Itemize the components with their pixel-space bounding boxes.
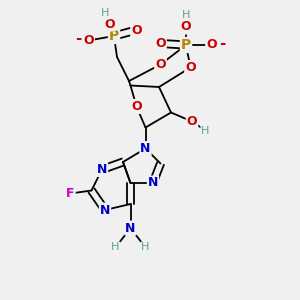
- Text: F: F: [66, 187, 75, 200]
- Text: H: H: [182, 10, 190, 20]
- Text: O: O: [185, 61, 196, 74]
- Text: O: O: [83, 34, 94, 47]
- Text: -: -: [75, 32, 81, 46]
- Text: H: H: [141, 242, 150, 253]
- Text: O: O: [155, 37, 166, 50]
- Text: N: N: [148, 176, 158, 190]
- Text: N: N: [140, 142, 151, 155]
- Text: P: P: [109, 29, 119, 43]
- Text: -: -: [219, 36, 225, 51]
- Text: O: O: [187, 115, 197, 128]
- Text: H: H: [201, 125, 210, 136]
- Text: H: H: [101, 8, 109, 19]
- Text: P: P: [181, 38, 191, 52]
- Text: H: H: [111, 242, 120, 253]
- Text: O: O: [131, 100, 142, 113]
- Text: O: O: [155, 58, 166, 71]
- Text: N: N: [97, 163, 107, 176]
- Text: N: N: [100, 203, 110, 217]
- Text: O: O: [206, 38, 217, 52]
- Text: O: O: [104, 17, 115, 31]
- Text: O: O: [181, 20, 191, 34]
- Text: N: N: [125, 221, 136, 235]
- Text: O: O: [131, 23, 142, 37]
